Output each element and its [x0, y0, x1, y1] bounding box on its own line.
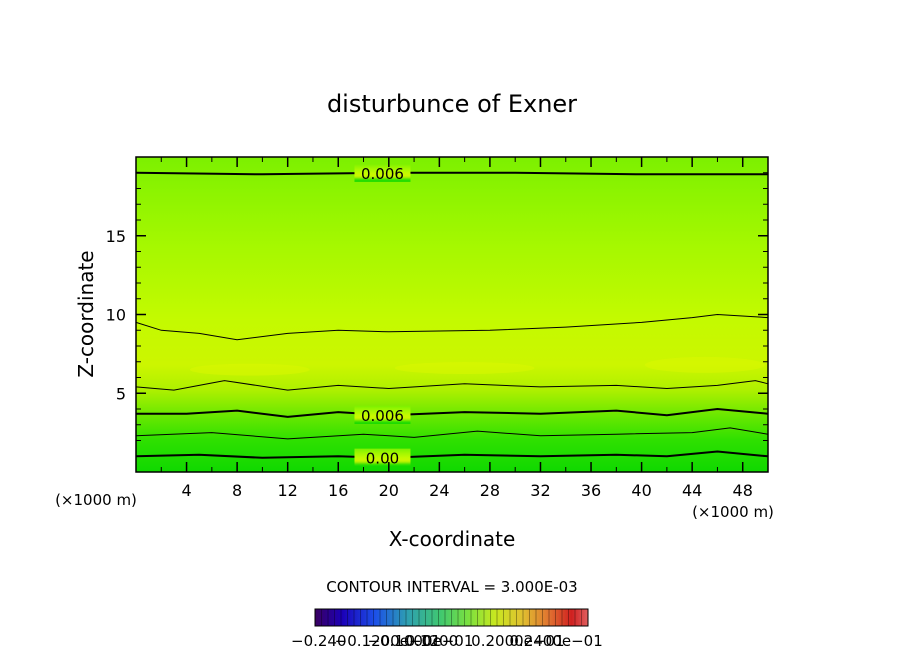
contour-label-bg-5 — [354, 163, 411, 182]
colorbar-labels: −0.240−0.1200e−01−0.1000e−010.1200 0.2000… — [291, 632, 603, 650]
colorbar-label-0: −0.240 — [291, 632, 347, 650]
field-highlight-1 — [394, 362, 535, 375]
colorbar-label-1: −0.1200e−01 — [335, 632, 441, 650]
colorbar-label-3: 0.1200 — [406, 632, 459, 650]
contour-line-1 — [135, 427, 769, 440]
x-tick-label-0: 4 — [181, 481, 191, 500]
colorbar-segments — [321, 609, 582, 626]
y-tick-label-1: 10 — [106, 306, 126, 325]
colorbar-label-4: 0.2000e−01 — [471, 632, 564, 650]
contour-line-2 — [136, 407, 769, 418]
colorbar-label-2: −0.1000e−01 — [367, 632, 473, 650]
chart-title: disturbunce of Exner — [327, 90, 577, 118]
contour-line-3 — [135, 380, 769, 391]
contour-labels: 0.00 0.006 0.006 — [354, 163, 411, 468]
x-axis-label: X-coordinate — [389, 527, 516, 551]
contour-label-0: 0.00 — [366, 450, 399, 468]
colorbar-label-5: 0.2400e−01 — [509, 632, 602, 650]
field-highlight-0 — [189, 363, 310, 376]
contour-lines — [135, 171, 769, 459]
y-axis-ticks: 5 10 15 — [106, 172, 768, 457]
y-tick-label-2: 15 — [106, 227, 126, 246]
x-tick-label-9: 40 — [631, 481, 651, 500]
x-tick-label-8: 36 — [581, 481, 601, 500]
x-axis-ticks: 4 8 12 16 20 24 28 32 36 40 44 48 — [160, 157, 753, 500]
contour-line-5 — [135, 171, 768, 176]
x-tick-label-11: 48 — [733, 481, 753, 500]
contour-line-0 — [135, 450, 769, 459]
y-axis-label: Z-coordinate — [74, 250, 98, 377]
field-highlight-2 — [644, 356, 765, 373]
field-highlights — [189, 356, 765, 376]
contour-label-bg-2 — [354, 405, 411, 424]
x-tick-label-1: 8 — [232, 481, 242, 500]
contour-label-2: 0.006 — [361, 407, 404, 425]
contour-label-bg-0 — [354, 448, 411, 467]
contour-interval: CONTOUR INTERVAL = 3.000E-03 — [326, 578, 577, 596]
x-tick-label-10: 44 — [682, 481, 702, 500]
y-axis-unit: (×1000 m) — [55, 491, 137, 509]
x-tick-label-7: 32 — [530, 481, 550, 500]
contour-label-5: 0.006 — [361, 165, 404, 183]
x-tick-label-2: 12 — [278, 481, 298, 500]
x-tick-label-4: 20 — [379, 481, 399, 500]
x-tick-label-6: 28 — [480, 481, 500, 500]
contour-line-4 — [135, 313, 769, 341]
x-axis-unit: (×1000 m) — [692, 503, 774, 521]
y-tick-label-0: 5 — [116, 384, 126, 403]
x-tick-label-5: 24 — [429, 481, 449, 500]
field-fill — [136, 157, 768, 472]
x-tick-label-3: 16 — [328, 481, 348, 500]
